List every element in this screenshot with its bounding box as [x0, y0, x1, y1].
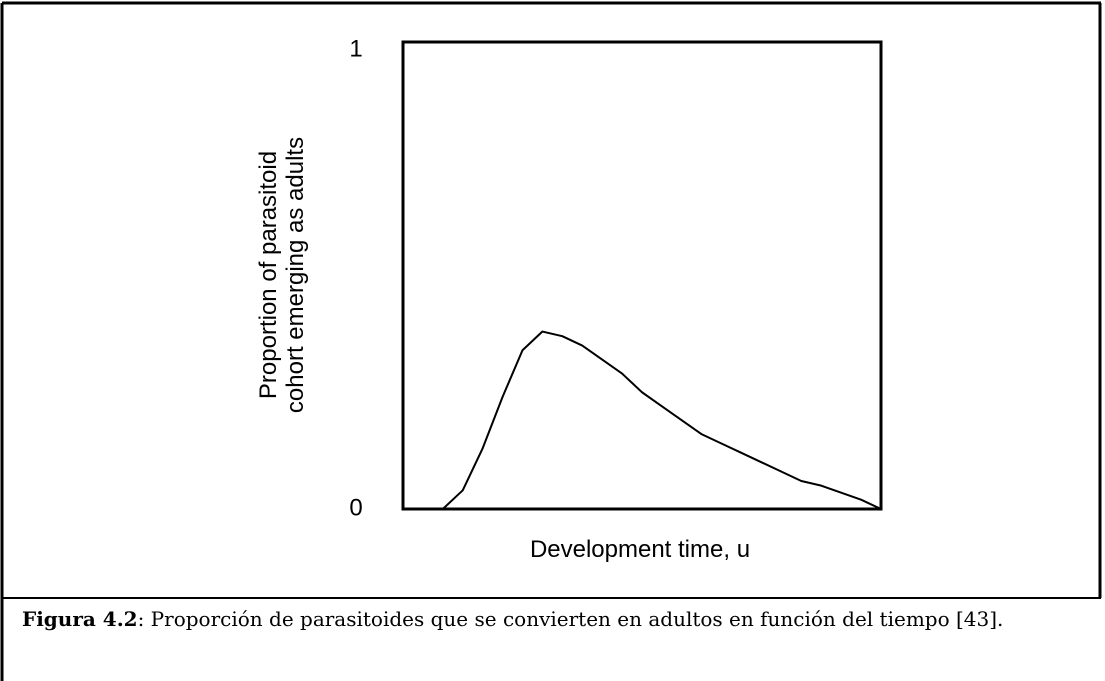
plot-frame [401, 40, 883, 511]
y-axis-label: Proportion of parasitoid [255, 151, 282, 399]
y-axis-label: cohort emerging as adults [282, 137, 309, 413]
caption-text: : Proporción de parasitoides que se conv… [137, 607, 1004, 631]
data-line [442, 330, 882, 510]
x-axis-label: Development time, u [530, 536, 750, 563]
y-tick-label: 0 [349, 494, 362, 521]
caption: Figura 4.2: Proporción de parasitoides q… [22, 604, 1082, 634]
caption-label: Figura 4.2 [22, 607, 138, 631]
y-tick-label: 1 [349, 35, 362, 62]
chart: Development time, u Proportion of parasi… [255, 35, 883, 563]
